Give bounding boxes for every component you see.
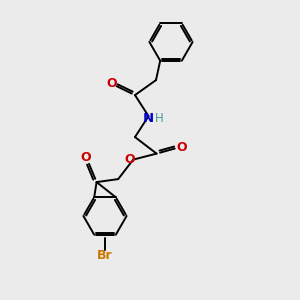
- Text: H: H: [154, 112, 164, 125]
- Text: O: O: [176, 141, 187, 154]
- Text: O: O: [81, 151, 92, 164]
- Text: O: O: [106, 76, 117, 90]
- Text: N: N: [143, 112, 154, 125]
- Text: Br: Br: [97, 249, 113, 262]
- Text: O: O: [124, 153, 135, 166]
